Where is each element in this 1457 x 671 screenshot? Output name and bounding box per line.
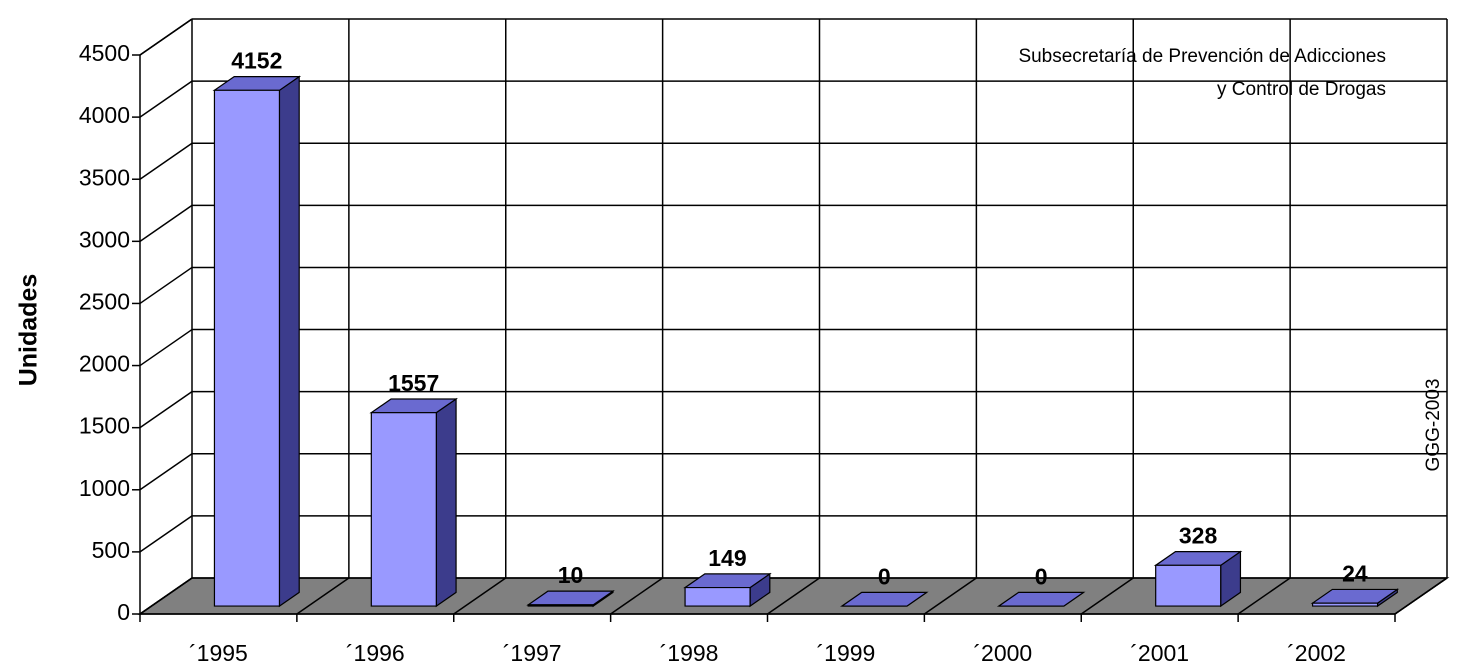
floor-line bbox=[296, 577, 350, 615]
annotation: y Control de Drogas bbox=[1217, 79, 1386, 100]
floor-line bbox=[1237, 577, 1291, 615]
y-tick-label: 4000 bbox=[79, 102, 130, 128]
bar bbox=[213, 89, 281, 607]
floor-line bbox=[139, 577, 193, 615]
x-tick-label: ´1998 bbox=[660, 640, 719, 666]
y-tick-label: 0 bbox=[117, 599, 130, 625]
bar bbox=[1311, 602, 1379, 607]
axis bbox=[139, 18, 193, 56]
value-label: 4152 bbox=[231, 48, 282, 74]
floor-line bbox=[453, 577, 507, 615]
value-label: 0 bbox=[878, 563, 891, 589]
x-tick-label: ´1996 bbox=[346, 640, 405, 666]
grid-line bbox=[139, 142, 193, 180]
grid-line bbox=[139, 391, 193, 429]
y-tick-label: 3500 bbox=[79, 164, 130, 190]
x-tick-label: ´2000 bbox=[973, 640, 1032, 666]
x-tick-label: ´1997 bbox=[503, 640, 562, 666]
floor-line bbox=[767, 577, 820, 615]
annotation: Subsecretaría de Prevención de Adiccione… bbox=[1018, 46, 1386, 67]
axis bbox=[1394, 577, 1448, 615]
y-tick-label: 3000 bbox=[79, 226, 130, 252]
value-label: 1557 bbox=[388, 370, 439, 396]
grid-line bbox=[139, 266, 193, 305]
y-axis-label: Unidades bbox=[15, 274, 43, 387]
bar bbox=[1155, 564, 1222, 607]
x-tick-label: ´2001 bbox=[1130, 640, 1189, 666]
grid-line bbox=[139, 453, 193, 491]
bar bbox=[684, 586, 751, 607]
y-tick-label: 4500 bbox=[79, 40, 130, 66]
bar bbox=[527, 604, 594, 607]
bar-side bbox=[435, 397, 457, 608]
bar bbox=[370, 412, 437, 607]
x-tick-label: ´1999 bbox=[817, 640, 876, 666]
grid-line bbox=[139, 328, 193, 367]
annotation: GGG-2003 bbox=[1423, 379, 1444, 472]
x-tick-label: ´1995 bbox=[189, 640, 248, 666]
y-tick-label: 2500 bbox=[79, 289, 130, 315]
y-tick-label: 1500 bbox=[79, 413, 130, 439]
floor-line bbox=[610, 577, 664, 615]
value-label: 149 bbox=[708, 545, 746, 571]
grid-line bbox=[139, 204, 193, 242]
value-label: 24 bbox=[1342, 560, 1368, 586]
y-tick-label: 500 bbox=[92, 537, 130, 563]
grid-line bbox=[139, 515, 193, 553]
x-tick-label: ´2002 bbox=[1287, 640, 1346, 666]
y-tick-label: 2000 bbox=[79, 351, 130, 377]
value-label: 328 bbox=[1179, 523, 1218, 549]
y-tick-label: 1000 bbox=[79, 475, 130, 501]
grid-line bbox=[139, 80, 193, 118]
value-label: 0 bbox=[1035, 563, 1048, 589]
floor-line bbox=[1080, 577, 1134, 615]
value-label: 10 bbox=[558, 562, 584, 588]
floor-line bbox=[923, 577, 977, 615]
bar-side bbox=[278, 75, 300, 608]
